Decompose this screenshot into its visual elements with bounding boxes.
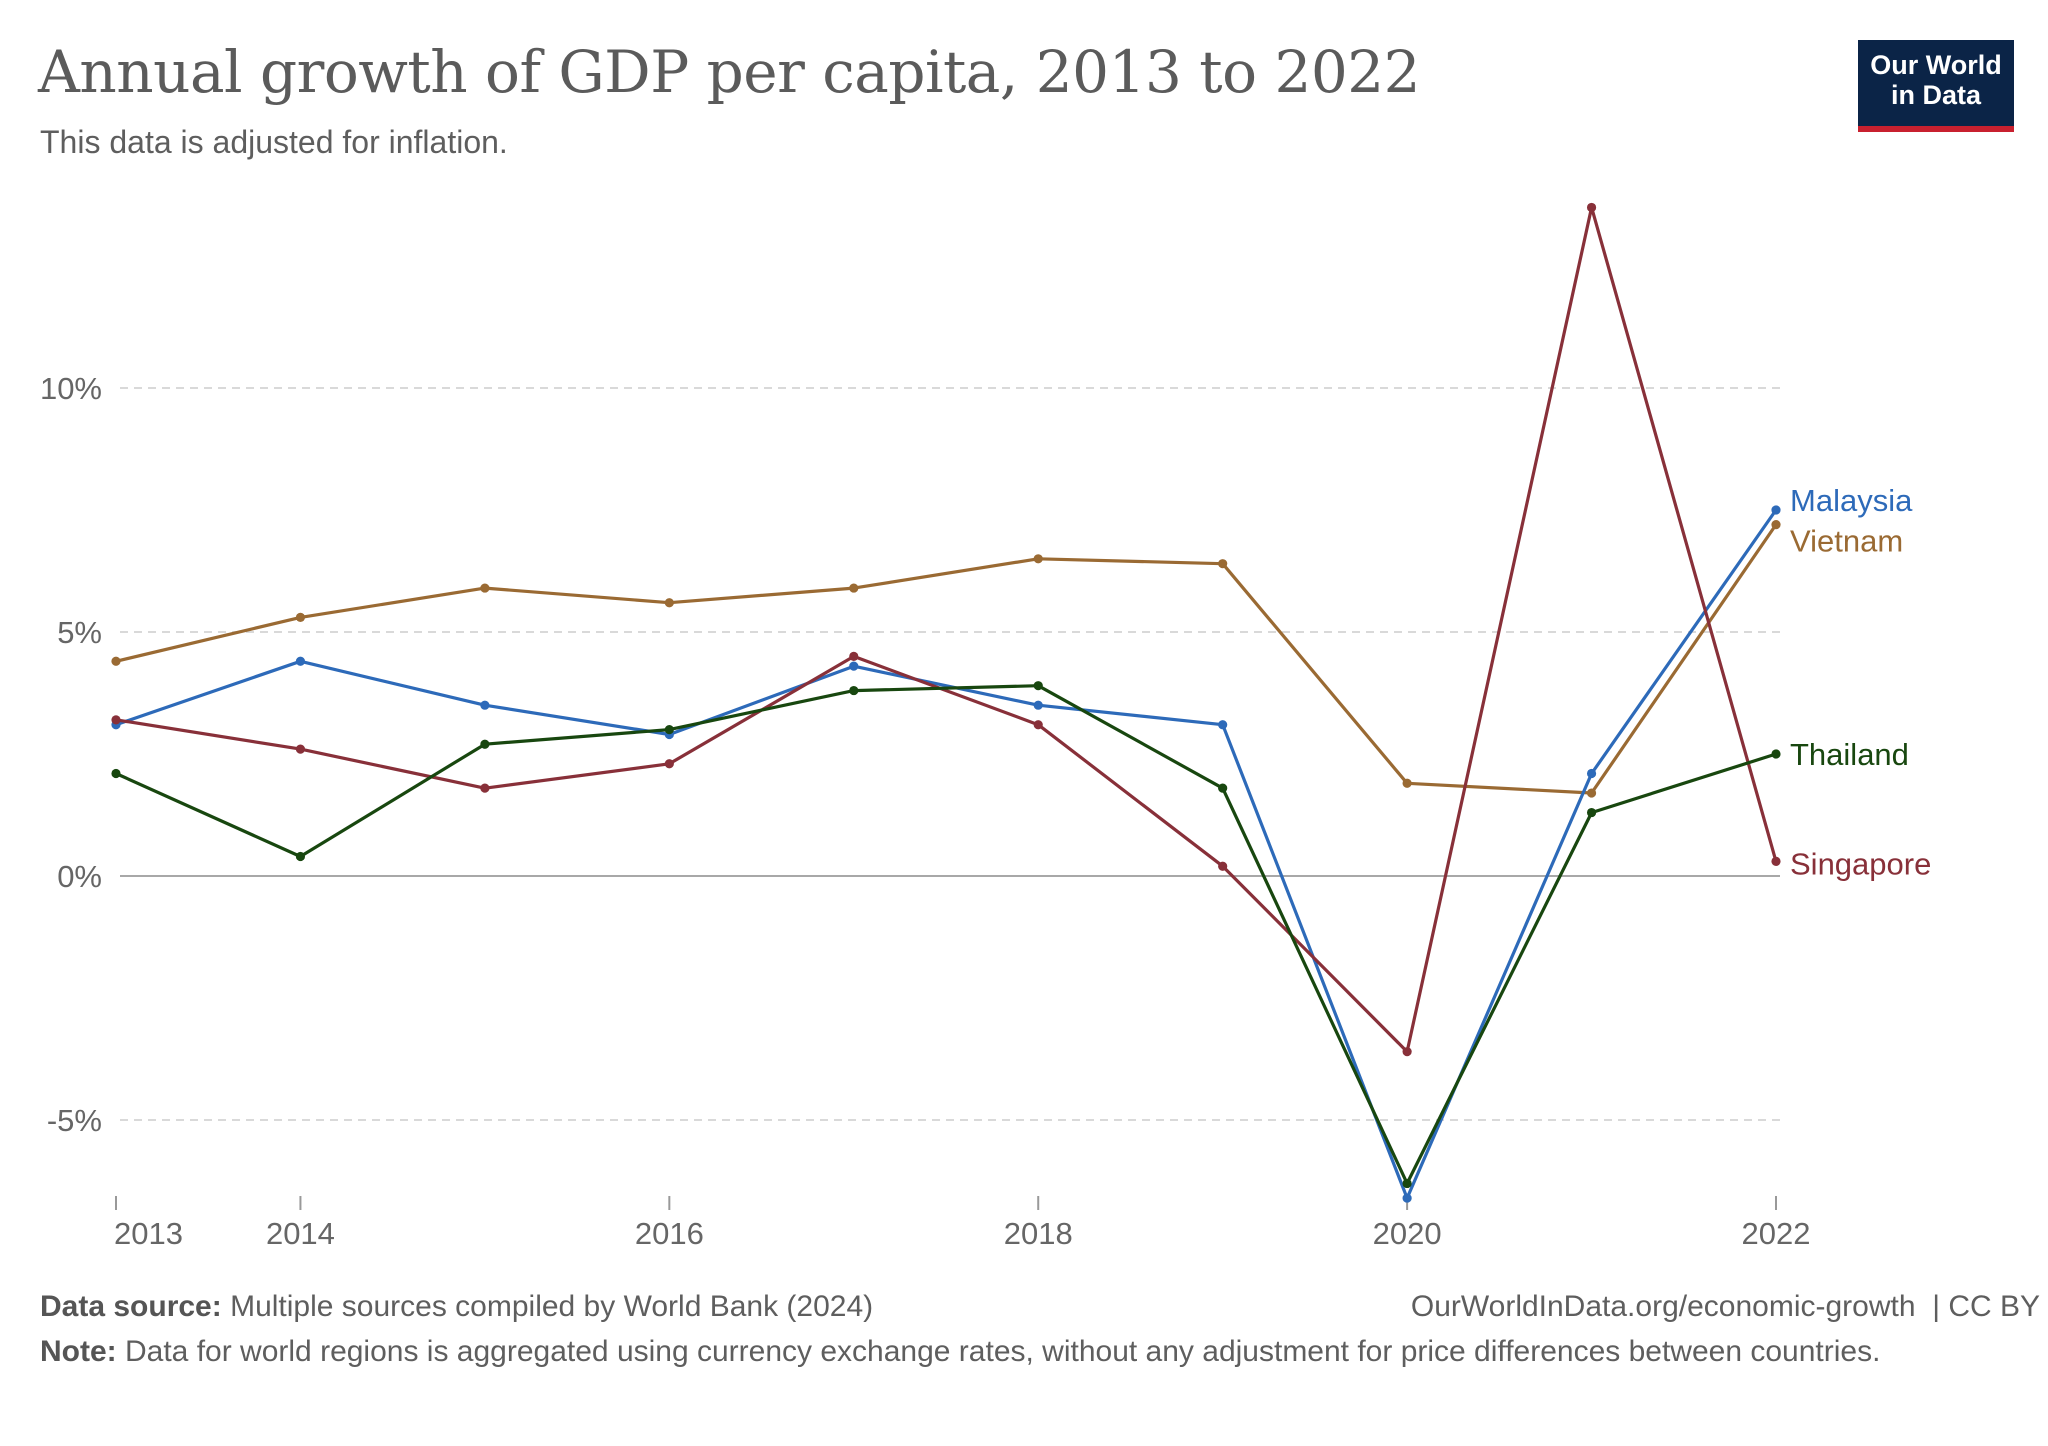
data-point-singapore xyxy=(664,759,674,769)
series-line-vietnam xyxy=(115,523,1778,795)
data-point-thailand xyxy=(111,768,121,779)
source-url[interactable]: OurWorldInData.org/economic-growth xyxy=(1410,1290,1916,1323)
data-point-malaysia xyxy=(1402,1193,1412,1203)
data-point-singapore xyxy=(1402,1047,1412,1057)
x-tick-label: 2022 xyxy=(1742,1216,1811,1251)
data-point-thailand xyxy=(1218,783,1228,793)
data-point-singapore xyxy=(1586,202,1597,213)
data-point-vietnam xyxy=(480,583,490,593)
logo-line-1: Our World xyxy=(1870,50,2002,80)
data-point-singapore xyxy=(295,744,306,754)
data-source: Data source: Multiple sources compiled b… xyxy=(40,1290,873,1324)
line-chart: -5% 0% 5% 10% 2013 2014 2016 2018 2020 2022 Vietna… xyxy=(40,202,1931,1251)
data-point-singapore xyxy=(1033,720,1043,730)
data-point-vietnam xyxy=(111,656,121,666)
note-text: Data for world regions is aggregated usi… xyxy=(125,1335,1881,1368)
data-point-malaysia xyxy=(480,700,490,710)
y-tick-label: 0% xyxy=(57,859,102,894)
data-point-thailand xyxy=(295,851,306,862)
x-tick-label: 2013 xyxy=(114,1216,183,1251)
chart-subtitle: This data is adjusted for inflation. xyxy=(40,124,508,160)
owid-logo[interactable]: Our World in Data xyxy=(1858,40,2014,132)
data-point-thailand xyxy=(480,739,490,749)
chart-note: Note: Data for world regions is aggregat… xyxy=(40,1332,1990,1372)
data-point-vietnam xyxy=(1771,520,1781,530)
x-tick-label: 2016 xyxy=(635,1216,704,1251)
data-point-vietnam xyxy=(295,612,306,622)
data-point-vietnam xyxy=(1033,554,1043,564)
x-tick-label: 2018 xyxy=(1004,1216,1073,1251)
series-line-thailand xyxy=(115,684,1777,1186)
data-point-malaysia xyxy=(849,661,859,671)
y-tick-label: 5% xyxy=(57,615,102,650)
data-point-thailand xyxy=(1402,1178,1412,1189)
data-point-thailand xyxy=(1771,749,1781,759)
x-tick-label: 2020 xyxy=(1373,1216,1442,1251)
data-point-malaysia xyxy=(1033,700,1043,710)
chart-title: Annual growth of GDP per capita, 2013 to… xyxy=(38,38,1421,106)
logo-line-2: in Data xyxy=(1890,80,1982,110)
data-point-malaysia xyxy=(295,656,306,666)
data-point-vietnam xyxy=(1586,788,1597,798)
y-tick-label: 10% xyxy=(40,371,102,406)
data-point-singapore xyxy=(849,651,859,662)
data-point-singapore xyxy=(1218,861,1228,871)
data-point-thailand xyxy=(849,685,859,696)
series-line-singapore xyxy=(115,205,1778,1054)
data-source-label: Data source: xyxy=(40,1290,222,1323)
data-point-vietnam xyxy=(1402,778,1412,788)
y-tick-label: -5% xyxy=(47,1103,102,1138)
series-label-singapore: Singapore xyxy=(1790,846,1931,881)
license-text: | CC BY xyxy=(1932,1290,2040,1323)
data-point-singapore xyxy=(480,783,490,793)
data-point-thailand xyxy=(1033,681,1043,691)
data-point-singapore xyxy=(111,715,121,725)
footer-link[interactable]: OurWorldInData.org/economic-growth | CC … xyxy=(1411,1290,2040,1324)
data-point-malaysia xyxy=(1586,768,1597,779)
data-point-vietnam xyxy=(1218,559,1228,569)
data-point-singapore xyxy=(1771,856,1781,866)
series-label-malaysia: Malaysia xyxy=(1790,483,1913,518)
series-label-thailand: Thailand xyxy=(1790,737,1909,772)
series-label-vietnam: Vietnam xyxy=(1790,524,1903,559)
data-point-malaysia xyxy=(1771,505,1781,515)
note-label: Note: xyxy=(40,1335,117,1368)
data-point-vietnam xyxy=(664,598,674,608)
x-tick-label: 2014 xyxy=(266,1216,335,1251)
data-point-thailand xyxy=(664,725,674,735)
series-line-malaysia xyxy=(115,509,1778,1200)
data-source-text: Multiple sources compiled by World Bank … xyxy=(230,1290,874,1323)
data-point-vietnam xyxy=(849,583,859,593)
data-point-malaysia xyxy=(1218,720,1228,730)
data-point-thailand xyxy=(1586,807,1597,818)
logo-accent-bar xyxy=(1858,126,2014,132)
